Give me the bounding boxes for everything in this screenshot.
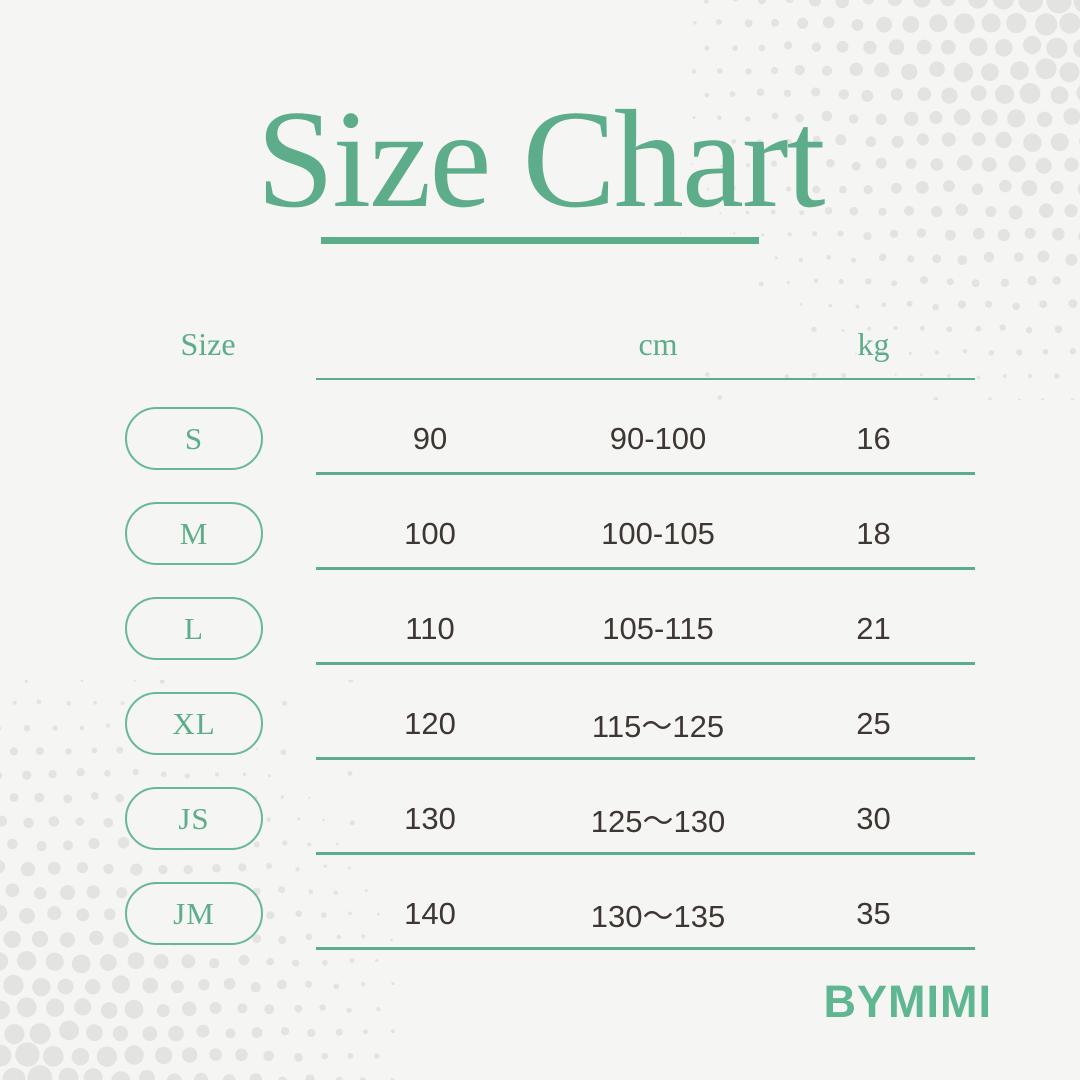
column-header-size: Size	[180, 325, 236, 362]
size-badge-label: L	[184, 610, 204, 646]
value-cell: 90	[412, 420, 448, 456]
header-divider	[316, 378, 975, 380]
page-title: Size Chart	[256, 82, 825, 237]
size-badge: JM	[125, 882, 263, 945]
size-badge: L	[125, 597, 263, 660]
value-cell: 100	[404, 515, 456, 551]
cm-cell: 90-100	[609, 420, 707, 456]
size-badge: S	[125, 407, 263, 470]
header-section: Size Chart	[0, 86, 1080, 244]
size-badge: XL	[125, 692, 263, 755]
kg-cell: 18	[856, 515, 891, 551]
table-row: JS 130 125〜130 30	[100, 760, 975, 855]
table-header-row: Size cm kg	[100, 308, 975, 380]
kg-cell: 35	[856, 895, 891, 931]
table-row: L 110 105-115 21	[100, 570, 975, 665]
kg-cell: 25	[856, 705, 891, 741]
kg-cell: 30	[856, 800, 891, 836]
size-badge-label: S	[184, 420, 204, 456]
value-cell: 130	[404, 800, 456, 836]
cm-cell: 105-115	[602, 610, 714, 646]
value-cell: 110	[405, 610, 455, 646]
size-badge: M	[125, 502, 263, 565]
cm-cell: 100-105	[601, 515, 715, 551]
row-divider	[316, 567, 975, 570]
column-header-cm: cm	[638, 325, 678, 362]
size-table: Size cm kg S 90 90-100 16 M 100 100-105 …	[100, 308, 975, 950]
kg-cell: 21	[856, 610, 891, 646]
kg-cell: 16	[856, 420, 891, 456]
column-header-kg: kg	[857, 325, 890, 362]
size-badge-label: XL	[172, 705, 216, 741]
table-row: M 100 100-105 18	[100, 475, 975, 570]
value-cell: 140	[404, 895, 456, 931]
size-badge-label: JM	[173, 895, 215, 931]
cm-cell: 125〜130	[590, 804, 726, 839]
row-divider	[316, 662, 975, 665]
size-badge-label: JS	[178, 800, 210, 836]
table-row: XL 120 115〜125 25	[100, 665, 975, 760]
table-row: JM 140 130〜135 35	[100, 855, 975, 950]
size-badge-label: M	[179, 515, 209, 551]
cm-cell: 130〜135	[590, 899, 726, 934]
brand-logo-text: BYMIMI	[823, 976, 992, 1027]
value-cell: 120	[404, 705, 456, 741]
cm-cell: 115〜125	[591, 709, 725, 744]
row-divider	[316, 472, 975, 475]
size-badge: JS	[125, 787, 263, 850]
row-divider	[316, 852, 975, 855]
title-underline	[321, 237, 759, 244]
row-divider	[316, 757, 975, 760]
row-divider	[316, 947, 975, 950]
table-row: S 90 90-100 16	[100, 380, 975, 475]
